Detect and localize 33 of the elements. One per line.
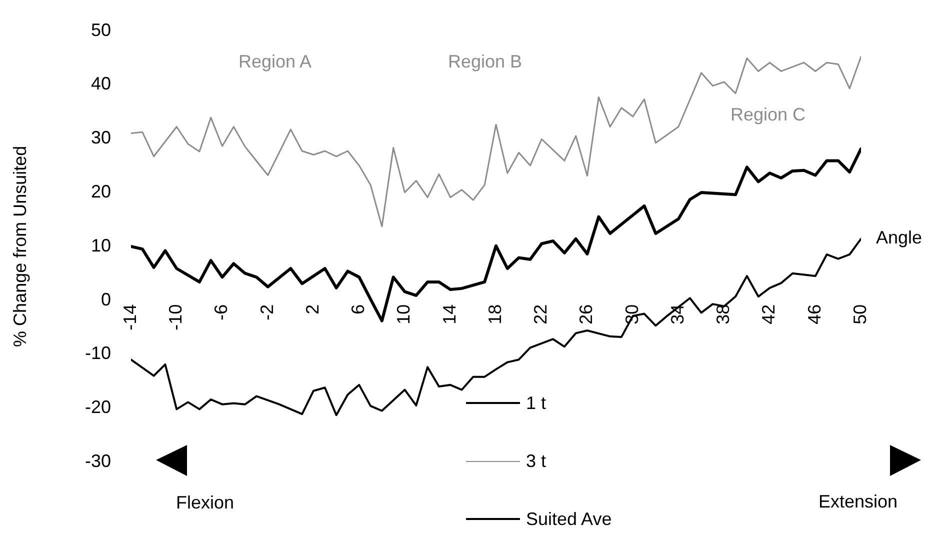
x-tick-label: -14 <box>120 304 140 330</box>
legend-label: 3 t <box>526 450 546 472</box>
x-tick-label: 10 <box>394 304 414 324</box>
y-tick-label: 30 <box>90 128 111 148</box>
x-tick-label: -2 <box>256 304 277 320</box>
annotation: Region A <box>238 52 312 72</box>
annotation: Region C <box>730 104 806 126</box>
x-tick-label: -6 <box>211 304 232 320</box>
x-tick-label: 42 <box>758 304 779 324</box>
x-axis-title: Angle <box>876 227 922 248</box>
y-tick-label: 20 <box>90 181 111 202</box>
y-tick-label: 50 <box>90 20 111 40</box>
x-tick-label: 26 <box>576 304 596 324</box>
y-tick-label: -20 <box>84 397 111 418</box>
legend-label: 1 t <box>526 392 546 414</box>
y-tick-label: -10 <box>84 343 111 364</box>
x-tick-label: 50 <box>850 304 870 324</box>
x-tick-label: 6 <box>348 304 368 314</box>
y-tick-label: 10 <box>90 235 111 256</box>
legend-label: Suited Ave <box>526 508 612 530</box>
y-axis-title: % Change from Unsuited <box>10 146 30 347</box>
annotation: Region B <box>448 52 522 72</box>
text: Extension <box>818 492 898 512</box>
x-tick-label: 22 <box>530 304 551 324</box>
y-tick-label: 0 <box>100 289 111 310</box>
x-tick-label: 18 <box>484 304 505 324</box>
y-tick-label: -30 <box>84 450 111 471</box>
x-tick-label: 46 <box>804 304 824 324</box>
x-tick-label: 2 <box>302 304 322 314</box>
text: Flexion <box>176 492 234 514</box>
x-tick-label: 14 <box>439 304 460 324</box>
y-tick-label: 40 <box>90 74 111 94</box>
x-tick-label: -10 <box>166 304 186 330</box>
